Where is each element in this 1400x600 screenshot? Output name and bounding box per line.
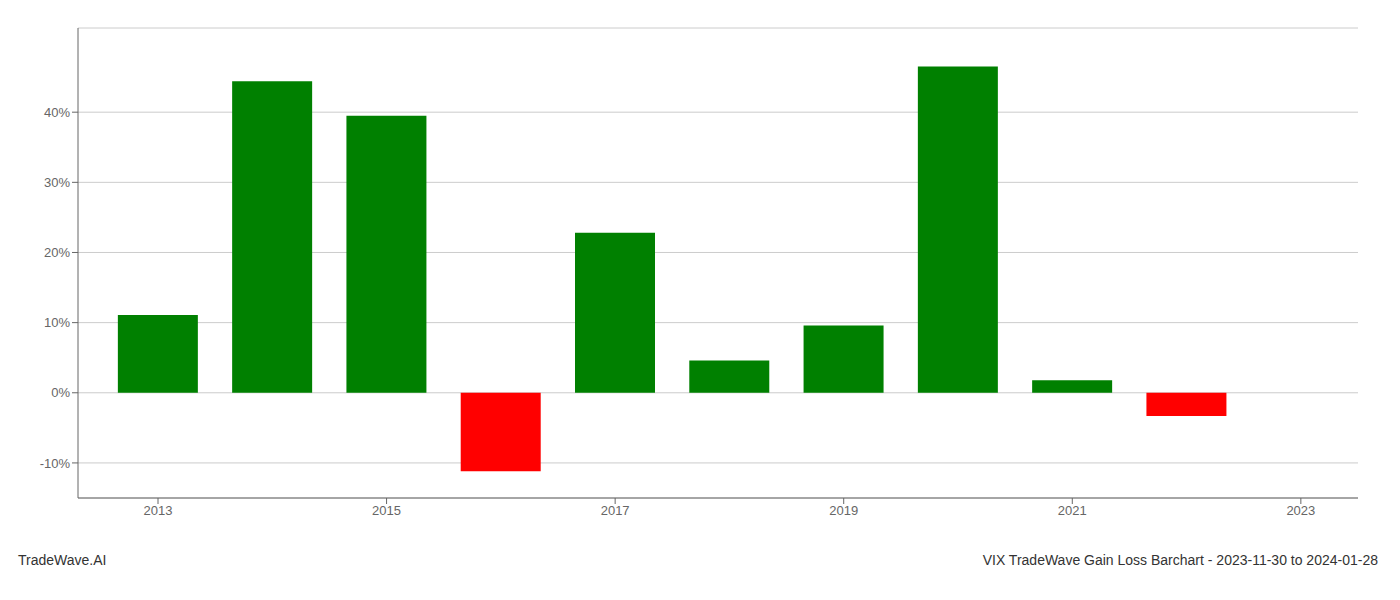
html-text:VIX TradeWave Gain Loss Barcha: VIX TradeWave Gain Loss Barchart - 2023-… [982,552,1378,568]
svg-text:40%: 40% [44,105,70,120]
svg-text:30%: 30% [44,175,70,190]
svg-text:2015: 2015 [372,503,401,518]
svg-text:20%: 20% [44,245,70,260]
svg-text:-10%: -10% [40,456,71,471]
svg-text:2023: 2023 [1286,503,1315,518]
svg-text:10%: 10% [44,315,70,330]
svg-text:0%: 0% [51,385,70,400]
svg-text:2021: 2021 [1058,503,1087,518]
html-text:TradeWave.AI: TradeWave.AI [18,552,107,568]
svg-text:2019: 2019 [829,503,858,518]
svg-text:2013: 2013 [144,503,173,518]
svg-text:2017: 2017 [601,503,630,518]
